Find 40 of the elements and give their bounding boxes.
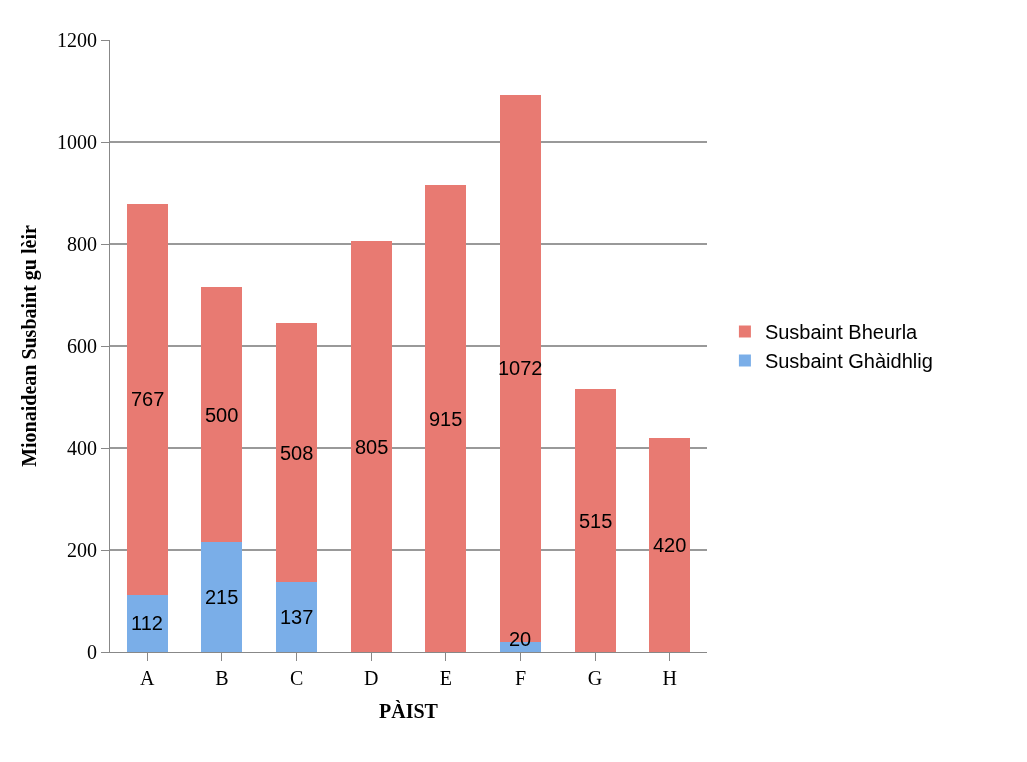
bar: [201, 287, 243, 543]
bar: [425, 185, 467, 652]
data-label: 420: [653, 534, 687, 556]
bar: [126, 594, 168, 652]
data-label: 20: [509, 628, 532, 650]
x-tick-label: B: [215, 667, 229, 689]
y-tick-label: 1200: [57, 29, 97, 51]
data-label: 500: [205, 404, 239, 426]
data-label: 915: [429, 408, 463, 430]
data-label: 112: [131, 612, 163, 634]
x-axis-title: PÀIST: [379, 699, 439, 722]
bar: [126, 203, 168, 595]
x-tick-label: F: [514, 667, 526, 689]
x-tick-label: A: [140, 667, 156, 689]
bar: [276, 323, 318, 583]
x-tick-label: E: [439, 667, 452, 689]
x-tick-label: G: [587, 667, 603, 689]
bar: [276, 582, 318, 652]
bar: [350, 241, 392, 652]
y-axis-title: Mionaidean Susbaint gu lèir: [17, 225, 41, 467]
data-label: 137: [280, 606, 314, 628]
data-label: 508: [280, 442, 314, 464]
x-tick-label: H: [662, 667, 677, 689]
y-tick-label: 200: [67, 539, 97, 561]
y-tick-label: 1000: [57, 131, 97, 153]
legend-label: Susbaint Ghàidhlig: [764, 350, 933, 373]
data-label: 767: [131, 388, 165, 410]
x-tick-label: D: [363, 667, 379, 689]
y-tick-label: 0: [87, 641, 97, 663]
data-label: 515: [579, 510, 613, 532]
y-tick-label: 600: [67, 335, 97, 357]
bar: [201, 542, 243, 652]
y-tick-label: 400: [67, 437, 97, 459]
y-tick-label: 800: [67, 233, 97, 255]
legend-label: Susbaint Bheurla: [764, 321, 919, 344]
x-tick-label: C: [289, 667, 304, 689]
bar: [649, 437, 691, 652]
bar: [574, 389, 616, 652]
data-label: 215: [205, 586, 239, 608]
data-label: 805: [355, 436, 389, 458]
